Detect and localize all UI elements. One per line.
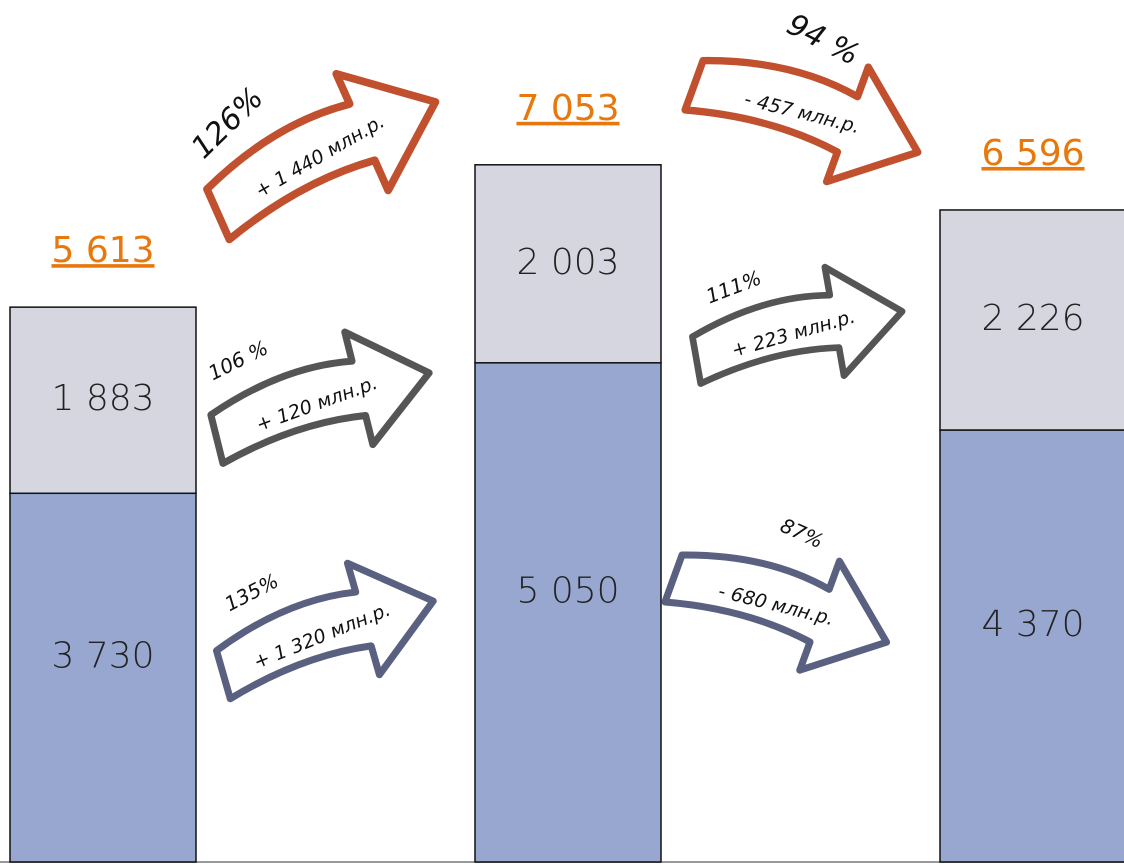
arrow-annotation: - 457 млн.р.94 % [681, 7, 922, 186]
total-label: 5 613 [51, 230, 154, 271]
percent-label: 106 % [204, 335, 272, 385]
arrow [207, 328, 433, 467]
value-label: 1 883 [51, 378, 154, 419]
arrow-annotation: + 1 320 млн.р.135% [213, 559, 437, 703]
value-label: 5 050 [516, 570, 619, 611]
arrow-annotation: - 680 млн.р.87% [661, 513, 891, 674]
value-label: 3 730 [51, 636, 154, 677]
bar-segment [474, 164, 662, 364]
arrow-annotation: + 120 млн.р.106 % [204, 328, 433, 467]
arrow [689, 263, 906, 387]
percent-label: 94 % [781, 7, 865, 73]
value-label: 4 370 [981, 604, 1084, 645]
arrow-annotation: + 1 440 млн.р.126% [185, 69, 440, 244]
value-label: 2 226 [981, 298, 1084, 339]
arrow-annotation: + 223 млн.р.111% [689, 263, 906, 387]
arrow [203, 69, 440, 244]
arrow [661, 551, 891, 674]
total-label: 7 053 [516, 88, 619, 129]
value-label: 2 003 [516, 242, 619, 283]
bar-segment [474, 362, 662, 863]
total-label: 6 596 [981, 133, 1084, 174]
percent-label: 111% [703, 265, 765, 308]
arrow [213, 559, 437, 703]
arrow [681, 56, 922, 186]
bar-segment [9, 306, 197, 495]
bar-segment [9, 492, 197, 863]
bar-segment [939, 429, 1124, 863]
bar-segment [939, 209, 1124, 431]
percent-label: 135% [221, 568, 283, 616]
percent-label: 87% [777, 513, 827, 553]
